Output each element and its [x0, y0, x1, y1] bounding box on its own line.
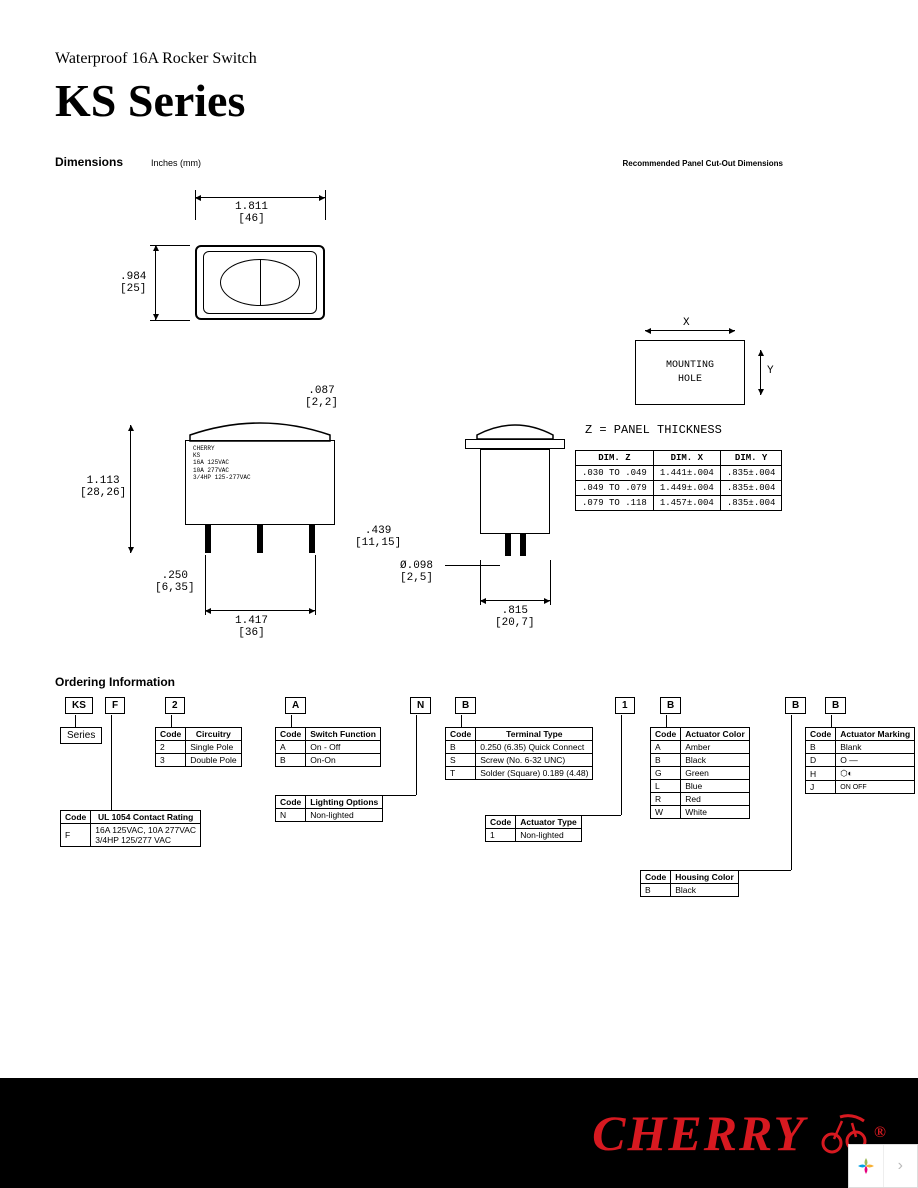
panel-thickness-label: Z = PANEL THICKNESS — [585, 423, 722, 437]
panel-th-x: DIM. X — [653, 451, 720, 466]
code-terminal: B — [455, 697, 476, 714]
table-row: DO — — [806, 754, 915, 767]
pin-mm: [11,15] — [355, 537, 401, 549]
top-height-mm: [25] — [120, 283, 146, 295]
product-subtitle: Waterproof 16A Rocker Switch — [55, 50, 863, 68]
diagrams-area: 1.811 [46] .984 [25] .087 [2,2] — [55, 175, 863, 665]
table-row: RRed — [651, 793, 750, 806]
y-dim-label: Y — [767, 365, 774, 377]
cherry-logo: CHERRY ® — [592, 1104, 888, 1162]
code-rating: F — [105, 697, 125, 714]
function-table: CodeSwitch Function AOn - Off BOn-On — [275, 727, 381, 767]
panel-cutout-label: Recommended Panel Cut-Out Dimensions — [623, 159, 783, 168]
table-row: TSolder (Square) 0.189 (4.48) — [446, 767, 593, 780]
pitch-mm: [36] — [238, 627, 264, 639]
side-offset-mm: [2,2] — [305, 397, 338, 409]
x-dim-label: X — [683, 317, 690, 329]
table-row: AAmber — [651, 741, 750, 754]
code-lighting: N — [410, 697, 431, 714]
chevron-right-icon: › — [898, 1157, 903, 1175]
nav-next[interactable]: › — [884, 1145, 918, 1187]
marking-line-3: 10A 277VAC — [193, 467, 251, 474]
table-row: 2Single Pole — [156, 741, 242, 754]
top-width-in: 1.811 — [235, 201, 268, 213]
top-height-in: .984 — [120, 271, 146, 283]
end-width-in: .815 — [502, 605, 528, 617]
code-housing: B — [785, 697, 806, 714]
side-view-diagram: .087 [2,2] CHERRY KS 16A 125VAC 10A 277V… — [85, 385, 415, 645]
pitch-in: 1.417 — [235, 615, 268, 627]
table-row: H⬡◐ — [806, 767, 915, 781]
ordering-diagram: KS F 2 A N B 1 B B B Series CodeCircuitr… — [55, 697, 863, 917]
page-nav: › — [848, 1144, 918, 1188]
code-function: A — [285, 697, 306, 714]
side-height-in: 1.113 — [87, 475, 120, 487]
table-row: BBlank — [806, 741, 915, 754]
table-row: B0.250 (6.35) Quick Connect — [446, 741, 593, 754]
lighting-table: CodeLighting Options NNon-lighted — [275, 795, 383, 822]
table-row: BBlack — [641, 884, 739, 897]
nav-logo[interactable] — [849, 1145, 884, 1187]
table-row: LBlue — [651, 780, 750, 793]
table-row: 3Double Pole — [156, 754, 242, 767]
terminal-mm: [6,35] — [155, 582, 195, 594]
top-width-mm: [46] — [238, 213, 264, 225]
actuator-type-table: CodeActuator Type 1Non-lighted — [485, 815, 582, 842]
side-offset-in: .087 — [308, 385, 334, 397]
rating-table: CodeUL 1054 Contact Rating F16A 125VAC, … — [60, 810, 201, 847]
dimensions-label: Dimensions — [55, 155, 123, 169]
actuator-color-table: CodeActuator Color AAmber BBlack GGreen … — [650, 727, 750, 819]
table-row: .079 TO .1181.457±.004.835±.004 — [576, 496, 782, 511]
table-row: 1Non-lighted — [486, 829, 582, 842]
product-title: KS Series — [55, 74, 863, 127]
side-height-mm: [28,26] — [80, 487, 126, 499]
marking-line-4: 3/4HP 125-277VAC — [193, 474, 251, 481]
terminal-in: .250 — [162, 570, 188, 582]
top-view-diagram: 1.811 [46] .984 [25] — [125, 185, 385, 355]
code-series: KS — [65, 697, 93, 714]
marking-line-0: CHERRY — [193, 445, 251, 452]
table-row: F16A 125VAC, 10A 277VAC 3/4HP 125/277 VA… — [61, 824, 201, 847]
table-row: NNon-lighted — [276, 809, 383, 822]
marking-table: CodeActuator Marking BBlank DO — H⬡◐ JON… — [805, 727, 915, 794]
flower-icon — [856, 1156, 876, 1176]
pin-in: .439 — [365, 525, 391, 537]
table-row: WWhite — [651, 806, 750, 819]
table-row: SScrew (No. 6-32 UNC) — [446, 754, 593, 767]
end-view-diagram: Ø.098 [2,5] .815 [20,7] — [425, 395, 595, 645]
code-marking: B — [825, 697, 846, 714]
brand-text: CHERRY — [592, 1104, 806, 1162]
dimensions-header: Dimensions Inches (mm) Recommended Panel… — [55, 155, 863, 169]
panel-th-y: DIM. Y — [720, 451, 782, 466]
hole-dia-in: Ø.098 — [400, 560, 433, 572]
dimensions-units: Inches (mm) — [151, 158, 201, 168]
end-width-mm: [20,7] — [495, 617, 535, 629]
terminal-table: CodeTerminal Type B0.250 (6.35) Quick Co… — [445, 727, 593, 780]
table-row: .030 TO .0491.441±.004.835±.004 — [576, 466, 782, 481]
hole-dia-mm: [2,5] — [400, 572, 433, 584]
marking-line-2: 16A 125VAC — [193, 459, 251, 466]
code-actuator-color: B — [660, 697, 681, 714]
table-row: AOn - Off — [276, 741, 381, 754]
mounting-hole-box: MOUNTINGHOLE — [635, 340, 745, 405]
code-actuator-type: 1 — [615, 697, 635, 714]
panel-thickness-table: DIM. Z DIM. X DIM. Y .030 TO .0491.441±.… — [575, 450, 782, 511]
footer: CHERRY ® — [0, 1078, 918, 1188]
code-circuitry: 2 — [165, 697, 185, 714]
table-row: .049 TO .0791.449±.004.835±.004 — [576, 481, 782, 496]
table-row: JON OFF — [806, 781, 915, 794]
series-sub: Series — [60, 727, 102, 744]
marking-line-1: KS — [193, 452, 251, 459]
circuitry-table: CodeCircuitry 2Single Pole 3Double Pole — [155, 727, 242, 767]
table-row: BOn-On — [276, 754, 381, 767]
housing-color-table: CodeHousing Color BBlack — [640, 870, 739, 897]
table-row: GGreen — [651, 767, 750, 780]
ordering-title: Ordering Information — [55, 675, 863, 689]
panel-th-z: DIM. Z — [576, 451, 654, 466]
table-row: BBlack — [651, 754, 750, 767]
